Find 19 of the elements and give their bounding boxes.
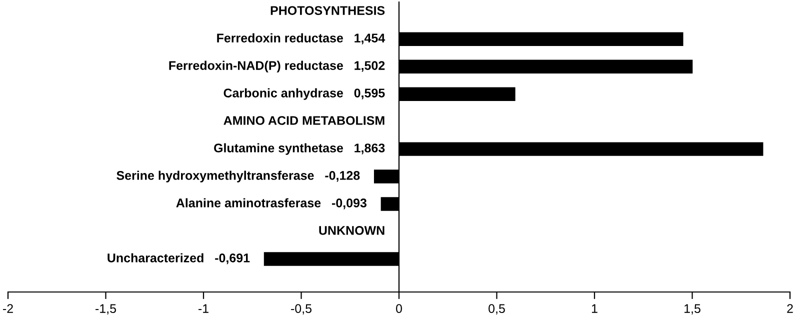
x-tick-label: -2 <box>3 304 13 313</box>
y-tick-label: AMINO ACID METABOLISM <box>224 116 384 125</box>
category-label: Carbonic anhydrase 0,595 <box>224 88 385 100</box>
y-tick-label: PHOTOSYNTHESIS <box>270 6 385 15</box>
category-label: Alanine aminotrasferase -0,093 <box>176 198 366 210</box>
x-tick-label: -1,5 <box>96 304 116 314</box>
category-label: Glutamine synthetase 1,863 <box>214 143 385 155</box>
category-label: Uncharacterized -0,691 <box>108 253 250 264</box>
x-tick-label: 0 <box>396 304 402 313</box>
x-tick-label: -1 <box>198 304 208 313</box>
x-tick-label: 2 <box>787 304 793 313</box>
x-tick-label: 1 <box>592 304 598 313</box>
category-label: Ferredoxin reductase 1,454 <box>217 33 386 44</box>
category-label: Serine hydroxymethyltransferase -0,128 <box>116 170 360 182</box>
category-label: Ferredoxin-NAD(P) reductase 1,502 <box>169 60 385 72</box>
x-tick-label: -0,5 <box>291 304 312 314</box>
y-tick-label: UNKNOWN <box>319 226 384 235</box>
x-tick-label: 1,5 <box>684 304 700 314</box>
x-tick-label: 0,5 <box>488 304 505 314</box>
